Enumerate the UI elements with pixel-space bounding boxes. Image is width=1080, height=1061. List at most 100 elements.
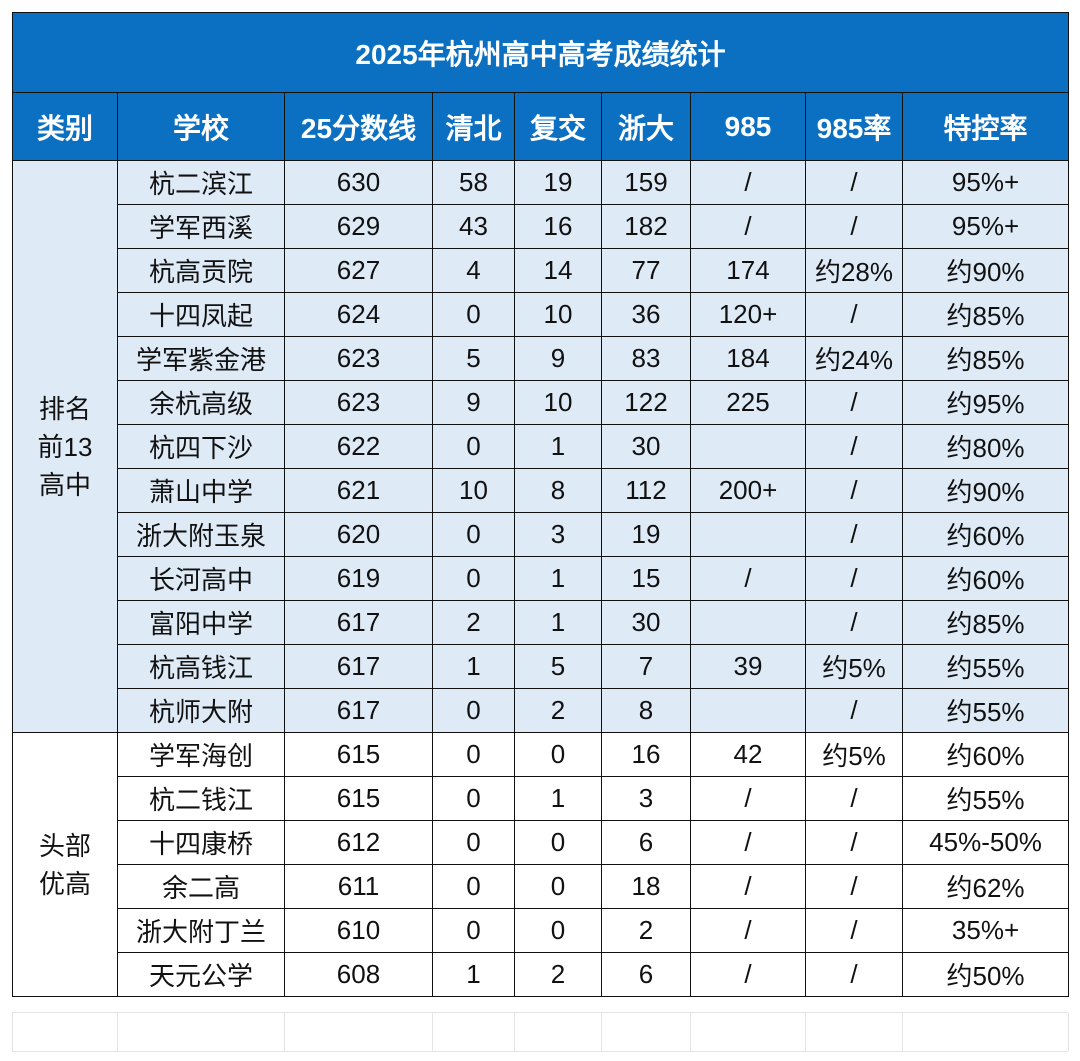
- school-cell: 天元公学: [117, 952, 285, 997]
- value-cell: 622: [284, 424, 433, 469]
- value-cell: 2: [514, 952, 602, 997]
- data-row: 十四凤起 624 0 10 36 120+ / 约85%: [13, 292, 1070, 337]
- school-cell: 杭二钱江: [117, 776, 285, 821]
- value-cell: /: [690, 952, 806, 997]
- header-cell: 清北: [432, 92, 515, 161]
- header-cell: 985率: [805, 92, 903, 161]
- value-cell: /: [690, 908, 806, 953]
- value-cell: 45%-50%: [901, 820, 1070, 865]
- data-row: 学军西溪 629 43 16 182//95%+: [13, 204, 1070, 249]
- value-cell: /: [690, 204, 806, 249]
- value-cell: 112: [601, 468, 691, 513]
- value-cell: 623: [284, 380, 433, 425]
- value-cell: 611: [284, 864, 433, 909]
- value-cell: 83: [601, 336, 691, 381]
- value-cell: 8: [601, 688, 691, 733]
- category-line: 优高: [38, 868, 91, 899]
- data-row: 富阳中学 617 2 1 30 /约85%: [13, 600, 1070, 645]
- value-cell: 0: [432, 512, 515, 557]
- value-cell: 约24%: [805, 336, 903, 381]
- data-row: 浙大附丁兰 610 0 0 2//35%+: [13, 908, 1070, 953]
- value-cell: 约90%: [901, 248, 1070, 293]
- data-row: 杭师大附 617 0 2 8 /约55%: [13, 688, 1070, 733]
- category-line: 头部: [38, 830, 91, 861]
- value-cell: 约60%: [901, 556, 1070, 601]
- empty-row: [12, 1012, 1069, 1052]
- value-cell: 0: [432, 424, 515, 469]
- value-cell: 5: [432, 336, 515, 381]
- value-cell: 约80%: [901, 424, 1070, 469]
- data-row: 余二高 611 0 0 18// 约62%: [13, 864, 1070, 909]
- data-row: 杭高贡院 627 4 14 77 174 约28% 约90%: [13, 248, 1070, 293]
- category-line: 前13: [37, 431, 93, 462]
- value-cell: [690, 688, 806, 733]
- value-cell: 2: [601, 908, 691, 953]
- header-cell: 类别: [12, 92, 118, 161]
- value-cell: 174: [690, 248, 806, 293]
- value-cell: /: [805, 204, 903, 249]
- value-cell: 615: [284, 776, 433, 821]
- value-cell: 0: [432, 688, 515, 733]
- table-wrap: 2025年杭州高中高考成绩统计 类别 学校 25分数线 清北 复交 浙大 985 985率 特控率…: [11, 12, 1070, 997]
- value-cell: 2: [432, 600, 515, 645]
- school-cell: 萧山中学: [117, 468, 285, 513]
- value-cell: 95%+: [901, 160, 1070, 205]
- value-cell: 0: [432, 820, 515, 865]
- data-row: 头部 优高 学军海创 615 0 0 16 42 约5% 约60%: [12, 732, 1070, 997]
- category-line: 排名: [38, 393, 91, 424]
- value-cell: 6: [601, 952, 691, 997]
- school-cell: 长河高中: [117, 556, 285, 601]
- table-title: 2025年杭州高中高考成绩统计: [11, 12, 1070, 93]
- value-cell: /: [805, 512, 903, 557]
- value-cell: /: [805, 864, 903, 909]
- data-row: 萧山中学 621 10 8 112 200+ / 约90%: [13, 468, 1070, 513]
- value-cell: 623: [284, 336, 433, 381]
- value-cell: 621: [284, 468, 433, 513]
- score-table: 2025年杭州高中高考成绩统计 类别 学校 25分数线 清北 复交 浙大 985 985率 特控率…: [11, 12, 1070, 997]
- value-cell: 约55%: [901, 644, 1070, 689]
- value-cell: 610: [284, 908, 433, 953]
- value-cell: [690, 600, 806, 645]
- school-cell: 杭四下沙: [117, 424, 285, 469]
- value-cell: 1: [514, 424, 602, 469]
- value-cell: 159: [601, 160, 691, 205]
- value-cell: 182: [601, 204, 691, 249]
- value-cell: /: [690, 864, 806, 909]
- value-cell: /: [805, 292, 903, 337]
- value-cell: 77: [601, 248, 691, 293]
- value-cell: 约85%: [901, 336, 1070, 381]
- school-cell: 学军紫金港: [117, 336, 285, 381]
- value-cell: 19: [601, 512, 691, 557]
- value-cell: 10: [514, 380, 602, 425]
- value-cell: 629: [284, 204, 433, 249]
- value-cell: 617: [284, 644, 433, 689]
- value-cell: /: [805, 688, 903, 733]
- value-cell: 1: [432, 952, 515, 997]
- value-cell: 9: [514, 336, 602, 381]
- header-cell: 985: [690, 92, 806, 161]
- value-cell: 620: [284, 512, 433, 557]
- value-cell: 14: [514, 248, 602, 293]
- value-cell: /: [805, 908, 903, 953]
- value-cell: 36: [601, 292, 691, 337]
- value-cell: 1: [514, 776, 602, 821]
- value-cell: /: [805, 952, 903, 997]
- category-cell: 排名前13 高中: [12, 160, 118, 733]
- value-cell: /: [805, 600, 903, 645]
- school-cell: 杭高贡院: [117, 248, 285, 293]
- value-cell: /: [690, 776, 806, 821]
- data-row: 浙大附玉泉 620 0 3 19 /约60%: [13, 512, 1070, 557]
- value-cell: 122: [601, 380, 691, 425]
- category-line: 高中: [38, 469, 91, 500]
- value-cell: /: [805, 424, 903, 469]
- school-cell: 十四康桥: [117, 820, 285, 865]
- data-row: 余杭高级 623 9 10 122 225/约95%: [13, 380, 1070, 425]
- value-cell: 5: [514, 644, 602, 689]
- value-cell: 30: [601, 600, 691, 645]
- header-cell: 复交: [514, 92, 602, 161]
- header-cell: 特控率: [901, 92, 1070, 161]
- value-cell: 1: [514, 556, 602, 601]
- value-cell: 39: [690, 644, 806, 689]
- value-cell: 619: [284, 556, 433, 601]
- value-cell: 15: [601, 556, 691, 601]
